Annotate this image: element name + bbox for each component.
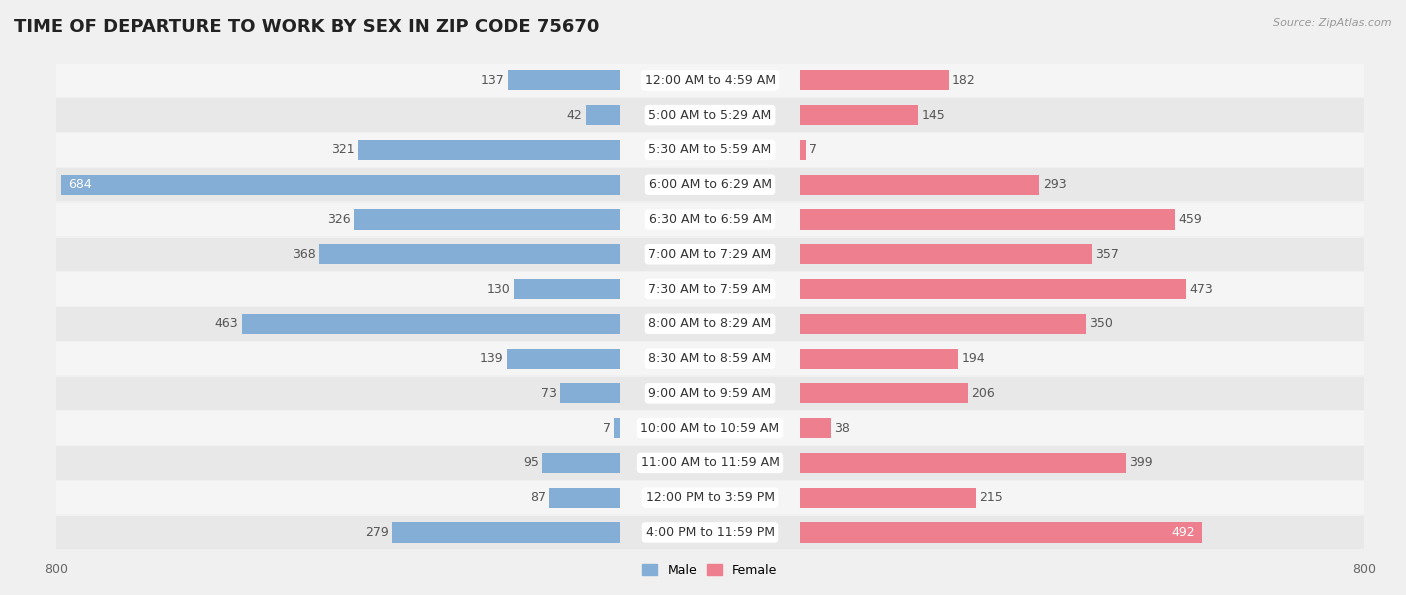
Bar	[800, 488, 976, 508]
Bar	[800, 418, 831, 439]
Text: 350: 350	[1090, 317, 1114, 330]
Text: 684: 684	[67, 178, 91, 191]
Bar	[56, 168, 1364, 201]
Bar	[800, 349, 959, 369]
Bar	[56, 98, 1364, 132]
Text: 279: 279	[366, 526, 389, 539]
Bar	[56, 377, 1364, 410]
Bar	[56, 342, 1364, 375]
Bar	[357, 140, 620, 160]
Text: 7: 7	[808, 143, 817, 156]
Text: 95: 95	[523, 456, 540, 469]
Bar	[586, 105, 620, 125]
Bar	[56, 64, 1364, 97]
Bar	[543, 453, 620, 473]
Text: 321: 321	[330, 143, 354, 156]
Text: 368: 368	[292, 248, 316, 261]
Text: 7: 7	[603, 422, 612, 435]
Bar	[242, 314, 620, 334]
Bar	[800, 70, 949, 90]
Bar	[548, 488, 620, 508]
Text: 73: 73	[541, 387, 557, 400]
Bar	[800, 140, 806, 160]
Text: 215: 215	[979, 491, 1002, 504]
Bar	[800, 522, 1202, 543]
Bar	[56, 133, 1364, 167]
Bar	[508, 70, 620, 90]
Text: 7:00 AM to 7:29 AM: 7:00 AM to 7:29 AM	[648, 248, 772, 261]
Text: 6:00 AM to 6:29 AM: 6:00 AM to 6:29 AM	[648, 178, 772, 191]
Bar	[56, 481, 1364, 515]
Bar	[319, 244, 620, 264]
Bar	[56, 237, 1364, 271]
Text: 87: 87	[530, 491, 546, 504]
Bar	[392, 522, 620, 543]
Text: 7:30 AM to 7:59 AM: 7:30 AM to 7:59 AM	[648, 283, 772, 296]
Text: 42: 42	[567, 109, 582, 121]
Text: 5:00 AM to 5:29 AM: 5:00 AM to 5:29 AM	[648, 109, 772, 121]
Text: 459: 459	[1178, 213, 1202, 226]
Text: 38: 38	[834, 422, 851, 435]
Bar	[56, 446, 1364, 480]
Text: 357: 357	[1095, 248, 1119, 261]
Text: 293: 293	[1043, 178, 1066, 191]
Bar	[60, 174, 620, 195]
Bar	[56, 307, 1364, 340]
Text: 10:00 AM to 10:59 AM: 10:00 AM to 10:59 AM	[641, 422, 779, 435]
Text: 399: 399	[1129, 456, 1153, 469]
Bar	[800, 174, 1039, 195]
Text: 194: 194	[962, 352, 986, 365]
Text: Source: ZipAtlas.com: Source: ZipAtlas.com	[1274, 18, 1392, 28]
Bar	[800, 453, 1126, 473]
Text: 11:00 AM to 11:59 AM: 11:00 AM to 11:59 AM	[641, 456, 779, 469]
Text: 8:30 AM to 8:59 AM: 8:30 AM to 8:59 AM	[648, 352, 772, 365]
Text: 492: 492	[1171, 526, 1195, 539]
Text: 473: 473	[1189, 283, 1213, 296]
Text: 4:00 PM to 11:59 PM: 4:00 PM to 11:59 PM	[645, 526, 775, 539]
Text: 8:00 AM to 8:29 AM: 8:00 AM to 8:29 AM	[648, 317, 772, 330]
Text: 145: 145	[922, 109, 945, 121]
Text: 139: 139	[479, 352, 503, 365]
Text: 463: 463	[215, 317, 239, 330]
Text: 9:00 AM to 9:59 AM: 9:00 AM to 9:59 AM	[648, 387, 772, 400]
Text: 12:00 AM to 4:59 AM: 12:00 AM to 4:59 AM	[644, 74, 776, 87]
Bar	[56, 203, 1364, 236]
Bar	[800, 105, 918, 125]
Text: 6:30 AM to 6:59 AM: 6:30 AM to 6:59 AM	[648, 213, 772, 226]
Bar	[506, 349, 620, 369]
Bar	[800, 314, 1085, 334]
Text: 137: 137	[481, 74, 505, 87]
Text: 12:00 PM to 3:59 PM: 12:00 PM to 3:59 PM	[645, 491, 775, 504]
Text: 326: 326	[326, 213, 350, 226]
Text: TIME OF DEPARTURE TO WORK BY SEX IN ZIP CODE 75670: TIME OF DEPARTURE TO WORK BY SEX IN ZIP …	[14, 18, 599, 36]
Bar	[800, 383, 969, 403]
Legend: Male, Female: Male, Female	[637, 559, 783, 582]
Text: 182: 182	[952, 74, 976, 87]
Text: 130: 130	[486, 283, 510, 296]
Bar	[56, 412, 1364, 445]
Text: 206: 206	[972, 387, 995, 400]
Bar	[800, 209, 1175, 230]
Bar	[56, 273, 1364, 306]
Bar	[561, 383, 620, 403]
Bar	[56, 516, 1364, 549]
Bar	[800, 279, 1187, 299]
Text: 5:30 AM to 5:59 AM: 5:30 AM to 5:59 AM	[648, 143, 772, 156]
Bar	[354, 209, 620, 230]
Bar	[515, 279, 620, 299]
Bar	[800, 244, 1091, 264]
Bar	[614, 418, 620, 439]
